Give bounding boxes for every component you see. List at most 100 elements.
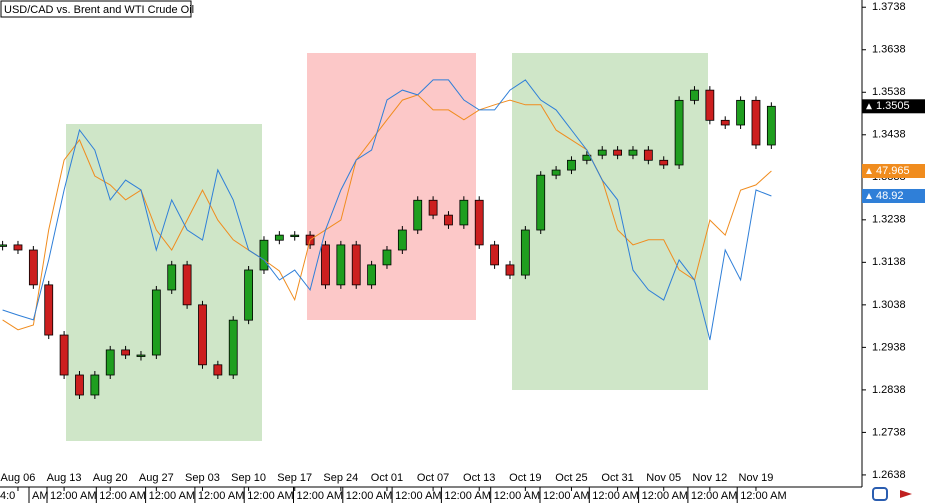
candle <box>105 349 115 376</box>
time-label: 12:00 AM <box>50 490 96 502</box>
time-label: 12:00 AM <box>494 490 540 502</box>
candle <box>428 199 438 216</box>
candle <box>613 149 622 156</box>
time-label: 4:0 <box>0 490 15 502</box>
y-tick-label: 1.3038 <box>872 299 906 311</box>
candle <box>75 374 84 396</box>
link-icon[interactable] <box>872 487 888 501</box>
candle <box>690 89 699 101</box>
time-label: 12:00 AM <box>592 490 638 502</box>
candle <box>444 214 453 226</box>
tag-marker <box>866 168 872 174</box>
candle <box>674 99 684 166</box>
y-tick-label: 1.2638 <box>872 469 906 481</box>
time-label: 12:00 AM <box>543 490 589 502</box>
candle <box>705 89 715 121</box>
candle <box>567 159 576 171</box>
candle <box>490 244 500 266</box>
time-label: 12:00 AM <box>247 490 293 502</box>
candle <box>397 229 407 251</box>
time-label: 12:00 AM <box>691 490 737 502</box>
candle <box>13 244 23 251</box>
candle <box>536 174 546 231</box>
last-value-tag <box>862 188 925 203</box>
candle <box>44 284 54 336</box>
x-tick-label: Oct 07 <box>417 472 449 484</box>
candle <box>751 99 761 146</box>
x-tick-label: Aug 27 <box>139 472 174 484</box>
time-label: AM <box>32 490 49 502</box>
candle <box>459 199 469 226</box>
candle <box>290 234 300 238</box>
candle <box>321 244 330 286</box>
x-tick-label: Sep 10 <box>231 472 266 484</box>
y-tick-label: 1.3438 <box>872 129 906 141</box>
candle <box>0 244 8 247</box>
candle <box>736 99 745 126</box>
candle <box>382 249 392 266</box>
oil-line <box>2 79 772 341</box>
candle <box>413 199 423 231</box>
candle <box>597 149 607 156</box>
candle <box>643 149 653 161</box>
candle <box>182 264 192 306</box>
candle <box>213 364 223 376</box>
y-tick-label: 1.2738 <box>872 426 906 438</box>
x-tick-label: Aug 20 <box>93 472 128 484</box>
highlight-region <box>307 53 476 320</box>
time-label: 12:00 AM <box>395 490 441 502</box>
x-tick-label: Sep 24 <box>323 472 358 484</box>
candle <box>121 349 130 356</box>
time-label: 12:00 AM <box>740 490 786 502</box>
time-label: 12:00 AM <box>297 490 343 502</box>
candle <box>151 289 161 356</box>
x-tick-label: Oct 19 <box>509 472 541 484</box>
time-label: 12:00 AM <box>642 490 688 502</box>
candle <box>274 234 284 241</box>
arrow-icon[interactable] <box>900 490 912 498</box>
y-tick-label: 1.2938 <box>872 341 906 353</box>
candle <box>520 229 530 276</box>
candle <box>551 169 561 176</box>
y-tick-label: 1.2838 <box>872 384 906 396</box>
candle <box>474 199 484 246</box>
time-label: 12:00 AM <box>198 490 244 502</box>
candle <box>505 264 515 276</box>
x-tick-label: Aug 13 <box>47 472 82 484</box>
candle <box>136 354 146 357</box>
candle <box>336 244 346 286</box>
y-tick-label: 1.3138 <box>872 256 906 268</box>
last-value-label: 1.3505 <box>876 100 910 112</box>
plot-area <box>0 79 776 399</box>
x-tick-label: Sep 03 <box>185 472 220 484</box>
candle <box>59 334 69 376</box>
candle <box>259 239 269 271</box>
x-tick-label: Oct 13 <box>463 472 495 484</box>
oil-line <box>2 94 772 331</box>
y-tick-label: 1.3638 <box>872 44 906 56</box>
candle <box>228 319 238 376</box>
y-tick-label: 1.3538 <box>872 86 906 98</box>
x-tick-label: Nov 12 <box>692 472 727 484</box>
candle <box>659 159 669 166</box>
candle <box>244 269 254 321</box>
x-tick-label: Oct 25 <box>555 472 587 484</box>
tag-marker <box>866 103 872 110</box>
time-label: 12:00 AM <box>99 490 145 502</box>
candle <box>90 374 100 396</box>
candle <box>28 249 38 286</box>
candle <box>167 264 177 291</box>
x-tick-label: Oct 01 <box>371 472 403 484</box>
candle <box>720 119 730 126</box>
candle <box>351 244 361 286</box>
candle <box>628 149 638 156</box>
time-label: 12:00 AM <box>444 490 490 502</box>
time-label: 12:00 AM <box>149 490 195 502</box>
toolbar-icons <box>872 487 912 501</box>
candle <box>198 304 207 366</box>
candle <box>367 264 377 286</box>
x-tick-label: Aug 06 <box>1 472 36 484</box>
y-tick-label: 1.3738 <box>872 1 906 13</box>
